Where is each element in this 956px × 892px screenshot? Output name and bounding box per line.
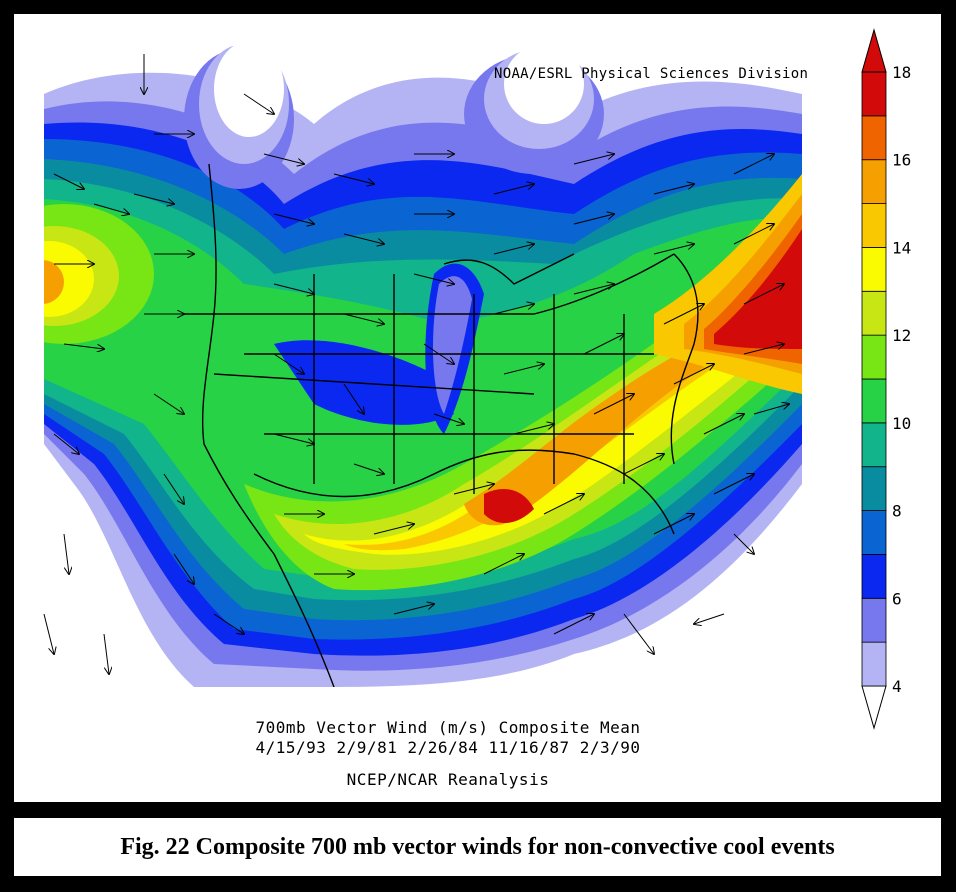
colorbar-segment	[861, 247, 887, 292]
colorbar-segment	[861, 510, 887, 555]
colorbar-segment	[861, 466, 887, 511]
colorbar-label: 4	[892, 677, 902, 696]
wind-speed-map	[43, 46, 802, 687]
credit-text: NOAA/ESRL Physical Sciences Division	[494, 66, 809, 82]
colorbar-segment	[861, 597, 887, 643]
figure-caption: Fig. 22 Composite 700 mb vector winds fo…	[14, 818, 941, 876]
colorbar-segment	[861, 378, 887, 424]
colorbar-min-arrow	[861, 685, 887, 730]
jet-south	[244, 234, 802, 591]
colorbar-label: 6	[892, 589, 902, 608]
caption-text: Fig. 22 Composite 700 mb vector winds fo…	[120, 833, 835, 860]
colorbar-label: 16	[892, 151, 911, 170]
contour-field	[44, 46, 802, 687]
colorbar-segment	[861, 159, 887, 204]
plot-dates: 4/15/93 2/9/81 2/26/84 11/16/87 2/3/90	[255, 738, 641, 757]
boundaries	[184, 163, 699, 687]
colorbar-label: 18	[892, 63, 911, 82]
colorbar-segment	[861, 641, 887, 687]
weak-zone	[274, 340, 454, 425]
colorbar-label: 12	[892, 326, 911, 345]
wind-vectors	[43, 54, 789, 674]
plot-source: NCEP/NCAR Reanalysis	[346, 770, 550, 789]
colorbar-segment	[861, 71, 887, 117]
colorbar-segment	[861, 334, 887, 380]
colorbar-segment	[861, 422, 887, 468]
colorbar-segment	[861, 554, 887, 599]
colorbar-max-arrow	[861, 28, 887, 73]
plot-title: 700mb Vector Wind (m/s) Composite Mean	[255, 718, 641, 737]
colorbar-segment	[861, 115, 887, 161]
colorbar-segment	[861, 290, 887, 336]
colorbar: 4 6 8 10 12 14 16 18	[861, 28, 911, 730]
colorbar-label: 10	[892, 414, 911, 433]
colorbar-label: 8	[892, 502, 902, 521]
colorbar-segment	[861, 203, 887, 248]
figure-panel: NOAA/ESRL Physical Sciences Division 700…	[14, 14, 941, 802]
colorbar-label: 14	[892, 238, 911, 257]
